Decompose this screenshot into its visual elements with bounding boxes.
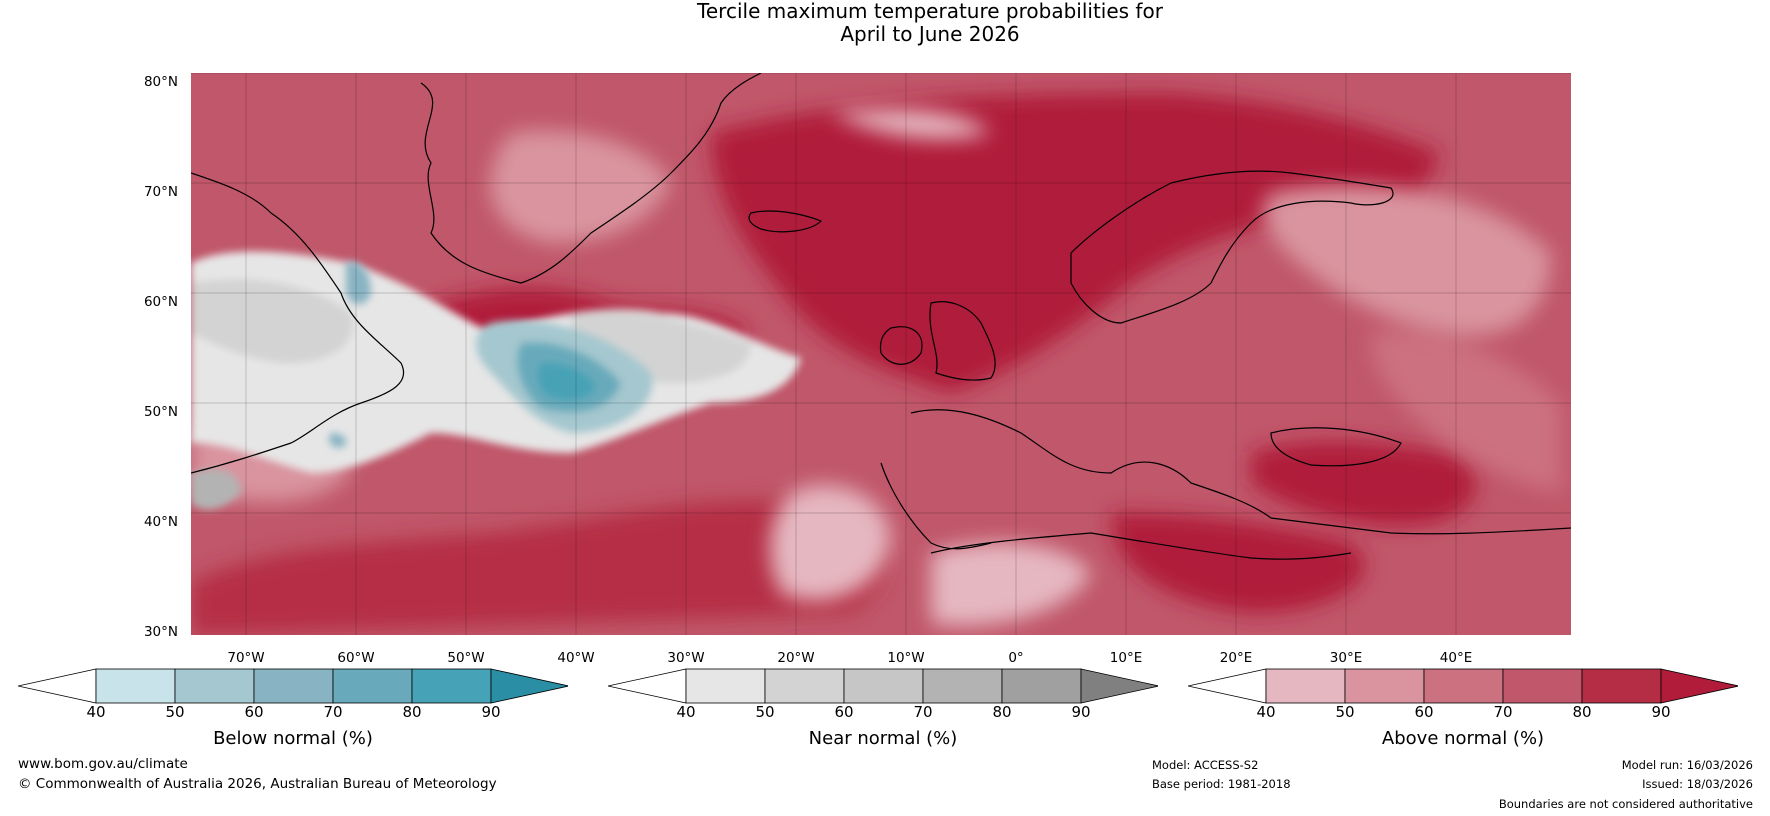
- graticule: [191, 73, 1571, 635]
- above-normal-title: Above normal (%): [1381, 728, 1545, 749]
- below-normal-colorbar: [18, 668, 568, 704]
- lon-label: 40°W: [557, 650, 595, 666]
- colorbar-box: [95, 668, 176, 704]
- above-normal-low-region: [191, 109, 1561, 626]
- colorbar-extend-high: [490, 668, 568, 704]
- colorbar-tick-label: 60: [1414, 703, 1434, 721]
- colorbar-box: [1265, 668, 1346, 704]
- lat-label: 60°N: [143, 294, 178, 310]
- colorbar-extend-low: [18, 668, 97, 704]
- below-normal-title: Below normal (%): [213, 728, 373, 749]
- lat-label: 50°N: [143, 404, 178, 420]
- colorbar-tick-label: 70: [913, 703, 933, 721]
- probability-map: [191, 73, 1571, 635]
- colorbar-box: [332, 668, 413, 704]
- lat-label: 40°N: [143, 514, 178, 530]
- colorbar-extend-low: [608, 668, 687, 704]
- colorbar-box: [253, 668, 334, 704]
- lon-label: 20°W: [777, 650, 815, 666]
- lon-label: 0°: [1008, 650, 1024, 666]
- lon-label: 30°E: [1329, 650, 1363, 666]
- colorbar-box: [411, 668, 492, 704]
- colorbar-box: [764, 668, 845, 704]
- colorbar-tick-label: 80: [402, 703, 422, 721]
- lon-label: 10°W: [887, 650, 925, 666]
- copyright: © Commonwealth of Australia 2026, Austra…: [18, 776, 497, 792]
- lon-label: 20°E: [1219, 650, 1253, 666]
- lat-label: 30°N: [143, 624, 178, 640]
- colorbar-tick-label: 40: [676, 703, 696, 721]
- title-line-1: Tercile maximum temperature probabilitie…: [697, 0, 1163, 23]
- colorbar-box: [843, 668, 924, 704]
- colorbar-box: [1502, 668, 1583, 704]
- colorbar-tick-label: 90: [1651, 703, 1671, 721]
- colorbar-tick-label: 70: [323, 703, 343, 721]
- lon-label: 10°E: [1109, 650, 1143, 666]
- lon-label: 50°W: [447, 650, 485, 666]
- coastlines: [191, 73, 1571, 560]
- colorbar-box: [1001, 668, 1082, 704]
- base-period: Base period: 1981-2018: [1152, 777, 1291, 791]
- colorbar-tick-label: 50: [1335, 703, 1355, 721]
- below-normal-region: [329, 262, 653, 448]
- colorbar-tick-label: 90: [481, 703, 501, 721]
- colorbar-box: [685, 668, 766, 704]
- colorbar-tick-label: 60: [834, 703, 854, 721]
- colorbar-tick-label: 70: [1493, 703, 1513, 721]
- map-canvas: [191, 73, 1571, 635]
- colorbar-box: [1581, 668, 1662, 704]
- near-normal-colorbar: [608, 668, 1158, 704]
- colorbar-tick-label: 80: [992, 703, 1012, 721]
- colorbar-tick-label: 50: [755, 703, 775, 721]
- lon-label: 60°W: [337, 650, 375, 666]
- colorbar-tick-label: 40: [1256, 703, 1276, 721]
- lon-label: 40°E: [1439, 650, 1473, 666]
- title-line-2: April to June 2026: [840, 22, 1020, 46]
- issued-date: Issued: 18/03/2026: [1642, 777, 1753, 791]
- colorbar-tick-label: 80: [1572, 703, 1592, 721]
- colorbar-box: [1344, 668, 1425, 704]
- colorbar-tick-label: 50: [165, 703, 185, 721]
- colorbar-box: [1423, 668, 1504, 704]
- near-normal-title: Near normal (%): [808, 728, 958, 749]
- colorbar-extend-high: [1660, 668, 1738, 704]
- colorbar-extend-low: [1188, 668, 1267, 704]
- model-name: Model: ACCESS-S2: [1152, 758, 1259, 772]
- colorbar-box: [174, 668, 255, 704]
- colorbar-box: [922, 668, 1003, 704]
- lon-label: 30°W: [667, 650, 705, 666]
- colorbar-tick-label: 40: [86, 703, 106, 721]
- lon-label: 70°W: [227, 650, 265, 666]
- lat-label: 70°N: [143, 184, 178, 200]
- colorbar-tick-label: 60: [244, 703, 264, 721]
- colorbar-extend-high: [1080, 668, 1158, 704]
- map-title: Tercile maximum temperature probabilitie…: [0, 0, 1770, 46]
- disclaimer: Boundaries are not considered authoritat…: [1498, 797, 1753, 811]
- above-normal-colorbar: [1188, 668, 1738, 704]
- website-link[interactable]: www.bom.gov.au/climate: [18, 756, 188, 772]
- colorbar-tick-label: 90: [1071, 703, 1091, 721]
- model-run: Model run: 16/03/2026: [1621, 758, 1753, 772]
- lat-label: 80°N: [143, 74, 178, 90]
